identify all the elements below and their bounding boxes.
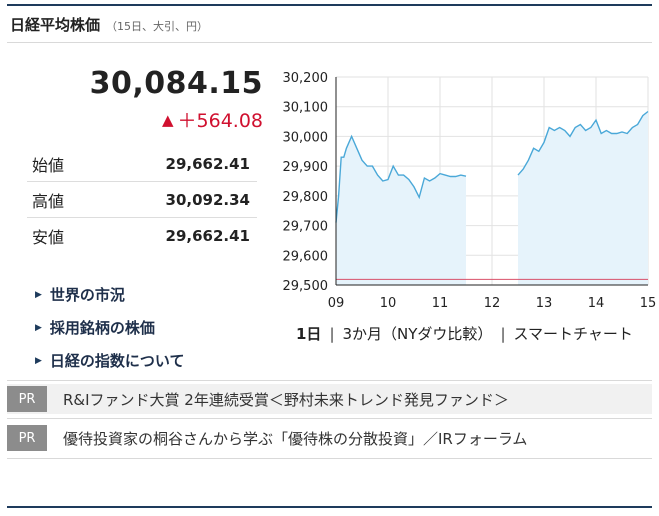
top-rule [7,4,652,6]
stat-row-open: 始値 29,662.41 [27,146,257,182]
link-constituent-prices[interactable]: ▶ 採用銘柄の株価 [35,311,184,344]
link-label: 採用銘柄の株価 [49,319,155,337]
tab-smart-chart[interactable]: スマートチャート [513,325,633,343]
ads-divider-top [7,380,652,381]
stat-label: 安値 [32,227,65,247]
triangle-right-icon: ▶ [35,355,42,366]
stat-value: 29,662.41 [165,226,250,245]
pr-badge: PR [7,386,47,412]
series-area [518,111,648,285]
link-label: 世界の市況 [49,286,125,304]
link-about-index[interactable]: ▶ 日経の指数について [35,344,184,377]
section-header: 日経平均株価 （15日、大引、円） [10,14,208,40]
ads-divider [7,418,652,419]
current-price: 30,084.15 [89,66,263,101]
ad-row[interactable]: PR R&Iファンド大賞 2年連続受賞＜野村未来トレンド発見ファンド＞ [7,384,652,414]
y-tick-label: 30,000 [283,130,329,145]
tab-separator: | [329,324,335,343]
stat-row-high: 高値 30,092.34 [27,182,257,218]
ad-row[interactable]: PR 優待投資家の桐谷さんから学ぶ「優待株の分散投資」／IRフォーラム [7,423,652,453]
y-tick-label: 30,100 [283,101,329,116]
link-world-markets[interactable]: ▶ 世界の市況 [35,278,184,311]
stat-label: 始値 [32,155,65,175]
tab-separator: | [500,324,506,343]
related-links: ▶ 世界の市況 ▶ 採用銘柄の株価 ▶ 日経の指数について [35,278,184,377]
tab-1day[interactable]: 1日 [296,325,322,343]
change-value: ＋564.08 [177,110,263,132]
price-change: ▲ ＋564.08 [162,106,263,133]
x-tick-label: 15 [640,296,656,311]
x-tick-label: 12 [484,296,501,311]
ads-divider-bottom [7,458,652,459]
up-triangle-icon: ▲ [161,110,174,129]
pr-badge: PR [7,425,47,451]
series-line [335,134,467,223]
y-tick-label: 29,700 [283,220,329,235]
link-label: 日経の指数について [49,352,185,370]
y-tick-label: 29,600 [283,249,329,264]
index-subtitle: （15日、大引、円） [106,20,209,33]
stat-label: 高値 [32,191,65,211]
ad-link[interactable]: R&Iファンド大賞 2年連続受賞＜野村未来トレンド発見ファンド＞ [63,390,509,409]
stat-value: 30,092.34 [165,190,250,209]
x-tick-label: 14 [588,296,605,311]
index-title: 日経平均株価 [10,16,101,34]
bottom-rule [7,506,652,508]
price-stats: 始値 29,662.41 高値 30,092.34 安値 29,662.41 [27,146,257,253]
y-tick-label: 29,900 [283,160,329,175]
stat-row-low: 安値 29,662.41 [27,218,257,253]
triangle-right-icon: ▶ [35,289,42,300]
y-tick-label: 29,500 [283,279,329,294]
y-tick-label: 29,800 [283,190,329,205]
stat-value: 29,662.41 [165,154,250,173]
series-area [336,136,466,285]
y-tick-label: 30,200 [283,71,329,86]
header-divider [7,42,652,43]
ad-link[interactable]: 優待投資家の桐谷さんから学ぶ「優待株の分散投資」／IRフォーラム [63,429,528,448]
x-tick-label: 10 [380,296,397,311]
series-line [517,110,649,176]
tab-3months[interactable]: 3か月（NYダウ比較） [342,325,493,343]
x-tick-label: 09 [328,296,345,311]
x-tick-label: 11 [432,296,449,311]
x-tick-label: 13 [536,296,553,311]
triangle-right-icon: ▶ [35,322,42,333]
chart-tabs: 1日 | 3か月（NYダウ比較） | スマートチャート [296,323,633,344]
intraday-chart: 30,200 30,100 30,000 29,900 29,800 29,700 29,6… [283,71,657,311]
